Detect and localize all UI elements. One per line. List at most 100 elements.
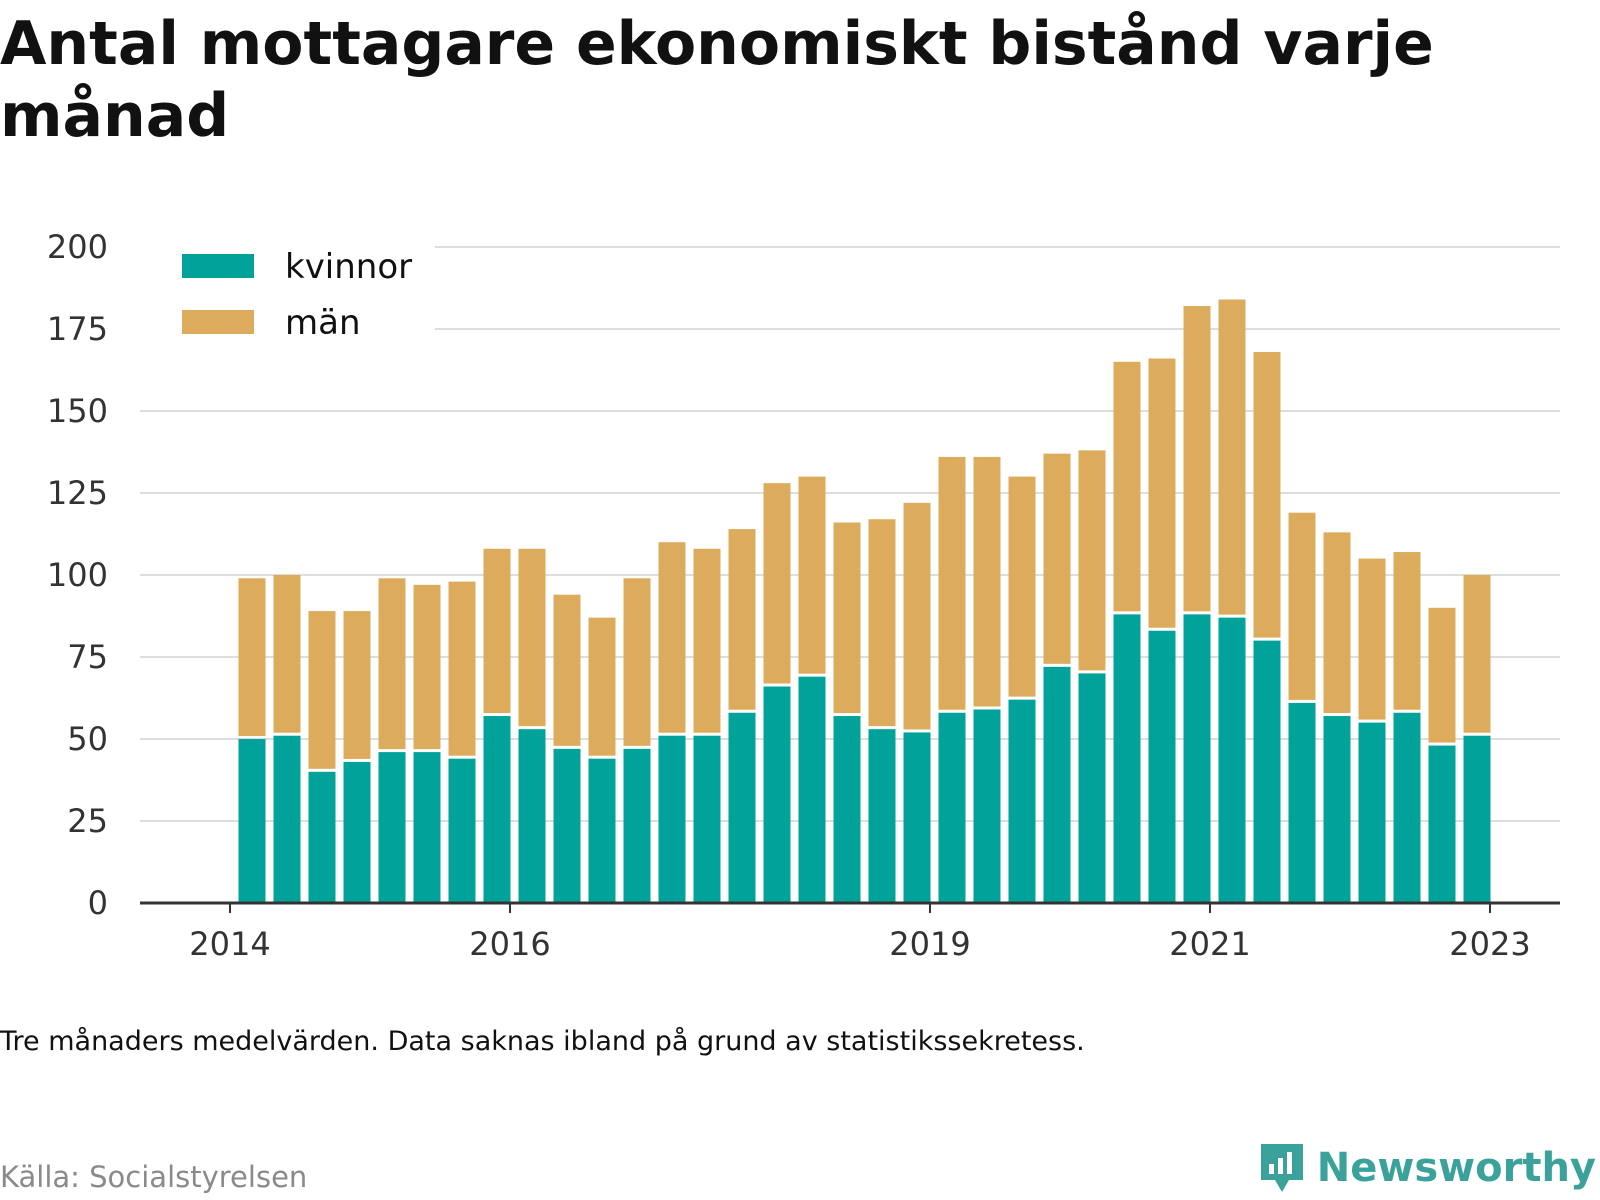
bar-man [763,483,791,684]
legend-label: män [285,303,361,343]
source-label: Källa: Socialstyrelsen [0,1160,308,1194]
bar-kvinnor [518,729,546,903]
bar-kvinnor [238,739,266,903]
bar-man [1323,532,1351,714]
bar-man [588,617,616,756]
bar-kvinnor [1183,614,1211,903]
bar-man [833,522,861,714]
bar-kvinnor [448,758,476,903]
bar-man [658,542,686,733]
bar-kvinnor [483,716,511,903]
bar-kvinnor [728,712,756,903]
bar-man [1393,552,1421,710]
bar-kvinnor [623,748,651,903]
bar-kvinnor [1428,745,1456,903]
bar-kvinnor [378,752,406,903]
bar-man [1113,361,1141,612]
newsworthy-logo-icon [1260,1144,1303,1192]
bar-man [623,578,651,746]
bar-kvinnor [693,735,721,903]
bar-man [903,502,931,730]
bar-kvinnor [553,748,581,903]
bar-kvinnor [903,732,931,903]
bar-man [553,594,581,746]
chart-title: Antal mottagare ekonomiskt bistånd varje… [0,9,1434,151]
bar-man [1218,299,1246,615]
bar-man [1078,450,1106,671]
bar-kvinnor [343,761,371,903]
legend-label: kvinnor [285,247,412,287]
bar-man [728,529,756,710]
bar-man [938,456,966,710]
bar-man [1043,453,1071,664]
legend-swatch [182,254,254,278]
y-tick-label: 200 [47,228,108,266]
bar-kvinnor [763,686,791,903]
legend: kvinnor män [135,240,435,343]
bar-man [483,548,511,714]
bar-man [378,578,406,750]
bar-kvinnor [308,771,336,903]
bar-man [693,548,721,733]
bar-kvinnor [1323,716,1351,903]
bar-man [1148,358,1176,628]
bar-kvinnor [658,735,686,903]
bar-man [868,519,896,727]
bar-kvinnor [938,712,966,903]
x-tick-label: 2014 [189,925,270,963]
bar-kvinnor [1393,712,1421,903]
bar-kvinnor [588,758,616,903]
bar-kvinnor [973,709,1001,903]
bar-kvinnor [1078,673,1106,903]
bar-man [1008,476,1036,697]
y-tick-label: 150 [47,392,108,430]
x-tick-label: 2019 [889,925,970,963]
bar-kvinnor [273,735,301,903]
y-tick-label: 125 [47,474,108,512]
bar-kvinnor [1288,702,1316,903]
x-tick-label: 2023 [1449,925,1530,963]
x-tick-label: 2016 [469,925,550,963]
brand: Newsworthy [1257,1140,1596,1196]
bar-kvinnor [1358,722,1386,903]
x-tick-label: 2021 [1169,925,1250,963]
y-tick-label: 175 [47,310,108,348]
bar-kvinnor [1463,735,1491,903]
brand-name: Newsworthy [1316,1145,1596,1191]
bar-man [238,578,266,736]
bar-kvinnor [413,752,441,903]
bar-man [1288,512,1316,700]
bars [238,299,1491,903]
y-tick-label: 25 [67,802,108,840]
y-tick-label: 100 [47,556,108,594]
bar-kvinnor [1113,614,1141,903]
bar-kvinnor [1008,699,1036,903]
bar-man [973,456,1001,707]
bar-man [1183,306,1211,612]
bar-man [273,575,301,733]
bar-kvinnor [868,729,896,903]
bar-kvinnor [798,676,826,903]
bar-man [448,581,476,756]
y-axis-tick-labels: 0 25 50 75 100 125 150 175 200 [47,228,108,922]
bar-man [308,611,336,769]
bar-man [1358,558,1386,720]
bar-kvinnor [1148,630,1176,903]
x-axis-tick-labels: 2014 2016 2019 2021 2023 [189,925,1530,963]
bar-kvinnor [833,716,861,903]
footnote: Tre månaders medelvärden. Data saknas ib… [0,1026,1085,1057]
y-tick-label: 50 [67,720,108,758]
legend-swatch [182,310,254,334]
bar-man [1428,607,1456,743]
bar-man [518,548,546,727]
bar-man [343,611,371,759]
bar-kvinnor [1253,640,1281,903]
bar-kvinnor [1043,666,1071,903]
bar-man [413,584,441,750]
y-tick-label: 0 [88,884,108,922]
bar-kvinnor [1218,617,1246,903]
bar-man [1253,351,1281,638]
y-tick-label: 75 [67,638,108,676]
bar-man [1463,575,1491,733]
